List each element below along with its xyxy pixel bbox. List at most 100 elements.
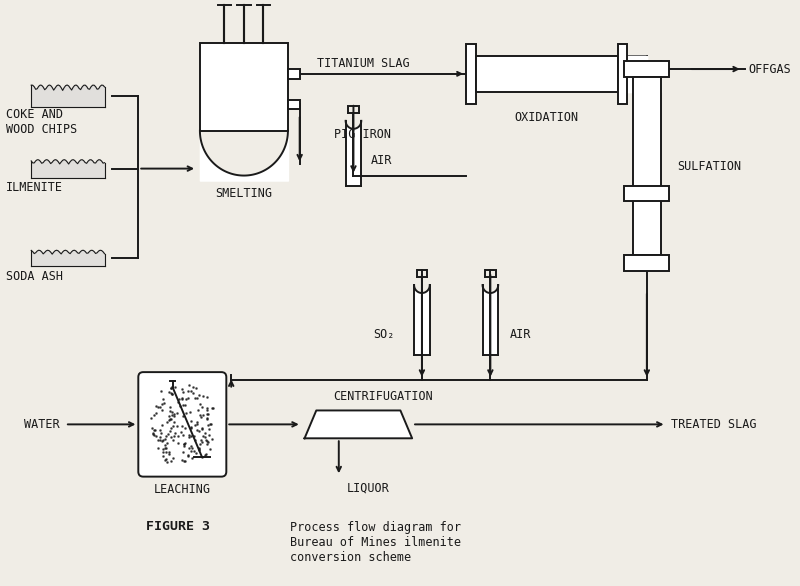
Point [160,431,173,440]
Point [159,443,172,452]
Bar [624,186,670,202]
Point [162,449,175,459]
Point [195,413,208,422]
Point [201,393,214,402]
Point [177,400,190,409]
Point [149,426,162,435]
Point [190,383,202,393]
Point [202,420,214,430]
Point [161,438,174,448]
Point [167,418,180,427]
Point [177,411,190,421]
Point [148,410,161,419]
Polygon shape [482,285,498,355]
Point [192,445,205,454]
Point [182,381,195,390]
Point [174,427,187,436]
Point [200,440,213,449]
Bar [624,61,670,77]
Point [196,452,209,462]
Point [156,394,169,403]
Text: CENTRIFUGATION: CENTRIFUGATION [333,390,433,403]
Point [146,430,159,439]
Point [163,388,176,397]
Point [155,406,168,415]
Point [182,430,195,440]
Point [182,451,194,460]
Text: FIGURE 3: FIGURE 3 [146,520,210,533]
Point [201,406,214,415]
Text: SO₂: SO₂ [373,328,394,341]
Point [202,430,215,439]
Bar [200,43,288,131]
Text: PIG IRON: PIG IRON [334,128,391,141]
Point [182,394,195,403]
Point [162,415,175,424]
Point [177,448,190,457]
Point [184,441,197,451]
Point [158,434,171,444]
Point [185,386,198,396]
Point [156,399,169,408]
Point [154,428,167,437]
Point [186,444,198,453]
Point [178,400,191,410]
Point [196,424,209,433]
Point [179,456,192,465]
Point [199,432,212,442]
Bar [476,56,618,92]
Point [164,423,177,432]
Point [178,440,190,449]
Polygon shape [305,410,412,438]
Point [185,423,198,432]
Point [154,387,167,396]
Text: SULFATION: SULFATION [677,159,742,173]
Point [201,413,214,422]
Point [190,417,203,427]
Point [154,425,166,434]
Point [164,403,177,412]
Point [169,382,182,391]
Bar [633,77,661,255]
Point [192,406,205,415]
Point [188,447,201,456]
Point [175,393,188,403]
Point [182,451,195,461]
Point [195,435,208,445]
Point [177,456,190,466]
Point [201,410,214,419]
Point [190,393,203,403]
Point [202,424,215,434]
Text: OXIDATION: OXIDATION [514,111,578,124]
Point [184,417,197,426]
Point [160,418,173,427]
Point [171,438,184,448]
Point [206,403,219,413]
Point [193,390,206,400]
Point [170,421,183,430]
Point [156,448,169,457]
Point [165,384,178,393]
Polygon shape [414,285,430,355]
Bar [624,255,670,271]
Point [182,443,195,452]
Point [169,429,182,438]
Point [205,419,218,428]
Point [160,457,173,466]
Point [183,432,196,441]
Point [189,436,202,445]
Point [189,393,202,403]
Point [165,432,178,442]
Point [175,421,188,431]
Point [166,390,178,399]
Text: OFFGAS: OFFGAS [749,63,791,76]
Point [201,414,214,424]
Point [185,422,198,431]
Point [166,390,178,399]
Point [165,456,178,465]
Point [172,431,185,441]
Point [152,435,165,445]
Point [154,403,166,412]
Point [184,407,197,416]
Point [177,388,190,397]
